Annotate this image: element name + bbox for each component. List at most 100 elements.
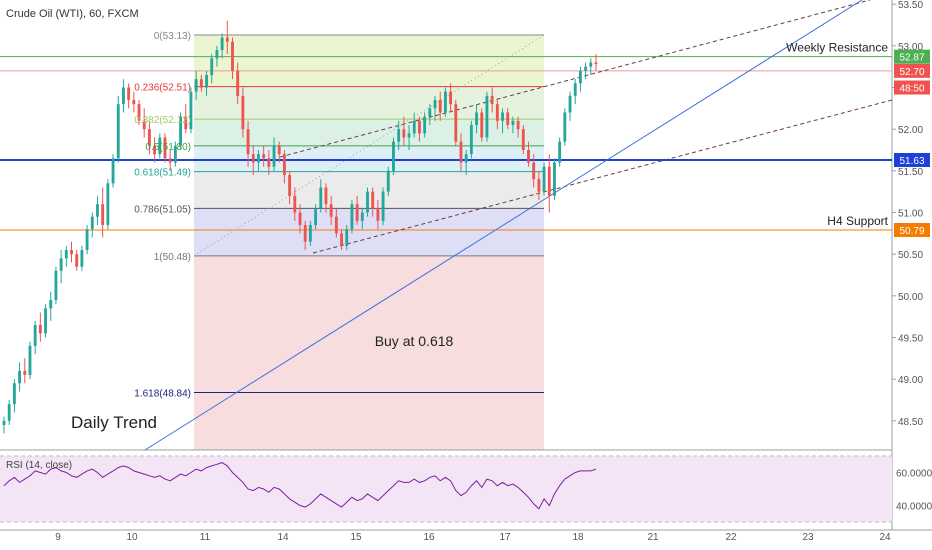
candle-body bbox=[158, 137, 162, 155]
time-axis[interactable]: 9 10 11 14 15 16 17 18 21 22 23 24 bbox=[55, 532, 891, 543]
candle-body bbox=[418, 120, 421, 134]
fib-zone bbox=[194, 35, 544, 87]
candle-body bbox=[241, 95, 245, 130]
rsi-pane[interactable]: 60.0000 40.0000 bbox=[0, 455, 932, 523]
candle-body bbox=[215, 50, 219, 59]
candle-body bbox=[340, 233, 343, 246]
candle-body bbox=[246, 129, 250, 155]
candle-body bbox=[54, 270, 58, 300]
time-tick-label: 14 bbox=[277, 532, 289, 543]
candle-body bbox=[495, 104, 499, 121]
candle-body bbox=[28, 345, 32, 375]
candle-body bbox=[345, 229, 349, 246]
price-tick-label: 49.50 bbox=[898, 334, 923, 345]
candle-body bbox=[314, 208, 318, 225]
time-tick-label: 11 bbox=[200, 532, 211, 543]
rsi-tick-label: 40.0000 bbox=[896, 502, 932, 513]
candle-body bbox=[386, 170, 390, 192]
price-axis[interactable]: 53.5053.0052.5052.0051.5051.0050.5050.00… bbox=[892, 0, 930, 428]
candle-body bbox=[428, 108, 432, 117]
candle-body bbox=[329, 204, 333, 217]
grid bbox=[0, 0, 932, 531]
candle-body bbox=[59, 258, 63, 271]
candle-body bbox=[173, 145, 177, 163]
candle-body bbox=[397, 129, 401, 142]
candle-body bbox=[589, 62, 593, 67]
time-tick-label: 10 bbox=[126, 532, 138, 543]
candle-body bbox=[443, 91, 447, 113]
fib-zone bbox=[194, 392, 544, 450]
candle-body bbox=[2, 420, 6, 425]
price-tag bbox=[894, 223, 930, 237]
candle-body bbox=[101, 204, 105, 225]
price-tag bbox=[894, 63, 930, 78]
fib-zones bbox=[194, 34, 544, 450]
time-tick-label: 22 bbox=[725, 532, 737, 543]
candle-body bbox=[85, 229, 89, 250]
candle-body bbox=[293, 195, 297, 213]
candle-body bbox=[475, 112, 478, 125]
h4-support-label: H4 Support bbox=[827, 214, 888, 228]
candle-body bbox=[90, 216, 94, 230]
candle-body bbox=[402, 129, 406, 138]
candles[interactable] bbox=[2, 20, 598, 434]
candle-body bbox=[163, 137, 167, 159]
candle-body bbox=[558, 141, 562, 163]
fib-level-label: 1.618(48.84) bbox=[134, 389, 191, 400]
time-tick-label: 16 bbox=[423, 532, 435, 543]
candle-body bbox=[142, 120, 146, 130]
candle-body bbox=[480, 112, 484, 138]
candle-body bbox=[392, 141, 395, 171]
candle-body bbox=[547, 166, 551, 196]
price-tick-label: 50.50 bbox=[898, 250, 923, 261]
candle-body bbox=[184, 116, 188, 130]
candle-body bbox=[433, 100, 437, 109]
time-tick-label: 24 bbox=[879, 532, 891, 543]
rsi-band bbox=[0, 456, 892, 522]
candle-body bbox=[137, 104, 141, 121]
price-tick-label: 53.00 bbox=[898, 42, 923, 53]
candle-body bbox=[194, 79, 198, 92]
candle-body bbox=[199, 79, 203, 88]
candle-body bbox=[469, 125, 473, 155]
price-tick-label: 51.00 bbox=[898, 209, 923, 220]
price-tag-label: 50.79 bbox=[899, 226, 924, 237]
candle-body bbox=[537, 179, 541, 192]
fib-level-label: 0.236(52.51) bbox=[134, 83, 191, 94]
price-tag-label: 52.87 bbox=[899, 53, 924, 64]
price-tick-label: 49.00 bbox=[898, 375, 923, 386]
candle-body bbox=[38, 325, 42, 334]
candle-body bbox=[319, 187, 323, 209]
candle-body bbox=[262, 154, 266, 159]
candle-body bbox=[127, 87, 131, 100]
candle-body bbox=[179, 116, 182, 146]
candle-body bbox=[23, 370, 27, 375]
candle-body bbox=[231, 41, 234, 71]
weekly-resistance-label: Weekly Resistance bbox=[786, 41, 888, 55]
daily-trend-annotation: Daily Trend bbox=[71, 413, 157, 432]
candle-body bbox=[236, 70, 240, 96]
candle-body bbox=[225, 37, 229, 42]
candle-body bbox=[516, 120, 520, 130]
fib-level-label: 1(50.48) bbox=[154, 252, 191, 263]
candle-body bbox=[49, 300, 53, 309]
candle-body bbox=[116, 104, 120, 159]
time-tick-label: 23 bbox=[802, 532, 814, 543]
candle-body bbox=[584, 66, 588, 71]
candle-body bbox=[521, 129, 525, 150]
candle-body bbox=[334, 216, 338, 234]
candle-body bbox=[132, 100, 136, 105]
candle-body bbox=[80, 250, 84, 267]
fib-labels: 0(53.13) 0.236(52.51) 0.382(52.12) 0.5(51.8… bbox=[134, 31, 191, 400]
candle-body bbox=[532, 162, 536, 180]
candle-body bbox=[75, 254, 79, 267]
fib-level-label: 0(53.13) bbox=[154, 31, 191, 42]
candle-body bbox=[485, 95, 489, 138]
fib-trendline bbox=[193, 34, 545, 257]
fib-level-label: 0.382(52.12) bbox=[134, 115, 191, 126]
candle-body bbox=[205, 75, 208, 88]
price-tag bbox=[894, 153, 930, 167]
candle-body bbox=[371, 191, 375, 209]
time-tick-label: 17 bbox=[499, 532, 511, 543]
price-tick-label: 50.00 bbox=[898, 292, 923, 303]
